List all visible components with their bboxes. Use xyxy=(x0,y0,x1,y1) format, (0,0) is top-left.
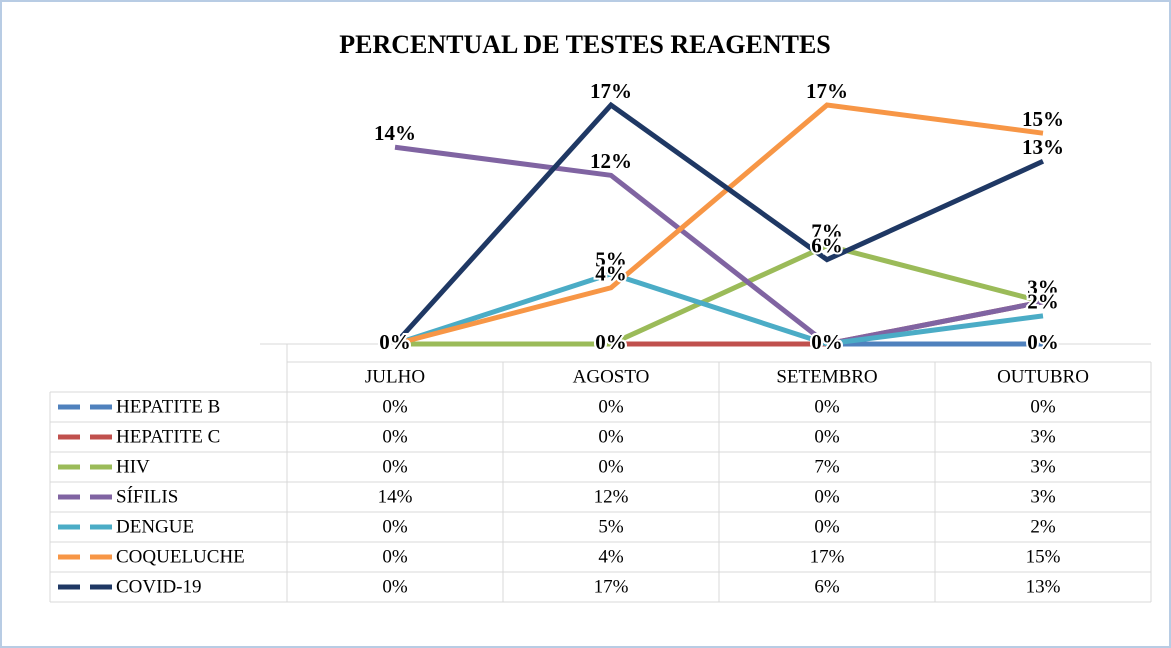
table-cell: 0% xyxy=(598,426,624,447)
data-label: 0% xyxy=(811,330,843,354)
table-cell: 0% xyxy=(382,546,408,567)
legend-label: SÍFILIS xyxy=(116,485,178,507)
table-cell: 0% xyxy=(382,426,408,447)
table-cell: 7% xyxy=(814,456,840,477)
data-label: 0% xyxy=(595,330,627,354)
table-cell: 15% xyxy=(1026,546,1061,567)
x-tick-label: SETEMBRO xyxy=(776,366,877,387)
table-cell: 0% xyxy=(382,396,408,417)
data-label: 0% xyxy=(379,330,411,354)
data-label: 14% xyxy=(374,121,416,145)
data-label: 5% xyxy=(595,248,627,272)
data-label: 0% xyxy=(595,330,627,354)
legend-label: HIV xyxy=(116,456,150,477)
data-label: 0% xyxy=(379,330,411,354)
table-cell: 0% xyxy=(814,516,840,537)
line-series xyxy=(394,144,1044,347)
data-label: 17% xyxy=(590,79,632,103)
data-label: 0% xyxy=(811,330,843,354)
data-label: 4% xyxy=(595,262,627,286)
data-label: 3% xyxy=(1027,276,1059,300)
table-cell: 0% xyxy=(814,486,840,507)
x-tick-label: OUTUBRO xyxy=(997,366,1089,387)
table-cell: 17% xyxy=(810,546,845,567)
data-label: 0% xyxy=(1027,330,1059,354)
data-label: 0% xyxy=(379,330,411,354)
data-label: 6% xyxy=(811,233,843,257)
table-cell: 12% xyxy=(594,486,629,507)
table-cell: 14% xyxy=(378,486,413,507)
table-cell: 13% xyxy=(1026,576,1061,597)
data-label: 13% xyxy=(1022,135,1064,159)
table-cell: 0% xyxy=(382,516,408,537)
table-cell: 0% xyxy=(1030,396,1056,417)
legend-label: HEPATITE B xyxy=(116,396,220,417)
data-label: 0% xyxy=(811,330,843,354)
legend-label: DENGUE xyxy=(116,516,194,537)
table-cell: 3% xyxy=(1030,486,1056,507)
table-cell: 17% xyxy=(594,576,629,597)
x-tick-label: AGOSTO xyxy=(573,366,650,387)
data-label: 0% xyxy=(595,330,627,354)
data-label: 3% xyxy=(1027,276,1059,300)
x-tick-label: JULHO xyxy=(365,366,425,387)
table-cell: 0% xyxy=(814,426,840,447)
table-cell: 6% xyxy=(814,576,840,597)
legend-label: HEPATITE C xyxy=(116,426,220,447)
table-cell: 2% xyxy=(1030,516,1056,537)
chart-title: PERCENTUAL DE TESTES REAGENTES xyxy=(339,30,831,59)
data-label: 0% xyxy=(811,330,843,354)
table-cell: 0% xyxy=(382,456,408,477)
table-cell: 0% xyxy=(598,456,624,477)
data-label: 15% xyxy=(1022,107,1064,131)
data-label: 0% xyxy=(379,330,411,354)
line-series xyxy=(394,102,1044,347)
table-cell: 4% xyxy=(598,546,624,567)
line-series xyxy=(395,242,1044,347)
line-series xyxy=(393,101,1045,346)
legend-label: COQUELUCHE xyxy=(116,546,245,567)
line-series xyxy=(394,271,1044,347)
legend-label: COVID-19 xyxy=(116,576,202,597)
data-label: 0% xyxy=(379,330,411,354)
table-cell: 0% xyxy=(814,396,840,417)
data-label: 2% xyxy=(1027,290,1059,314)
table-cell: 0% xyxy=(598,396,624,417)
data-label: 3% xyxy=(1027,276,1059,300)
data-label: 12% xyxy=(590,149,632,173)
data-label: 17% xyxy=(806,79,848,103)
data-label: 0% xyxy=(379,330,411,354)
table-cell: 3% xyxy=(1030,426,1056,447)
data-label: 7% xyxy=(811,219,843,243)
table-cell: 5% xyxy=(598,516,624,537)
table-cell: 3% xyxy=(1030,456,1056,477)
table-cell: 0% xyxy=(382,576,408,597)
